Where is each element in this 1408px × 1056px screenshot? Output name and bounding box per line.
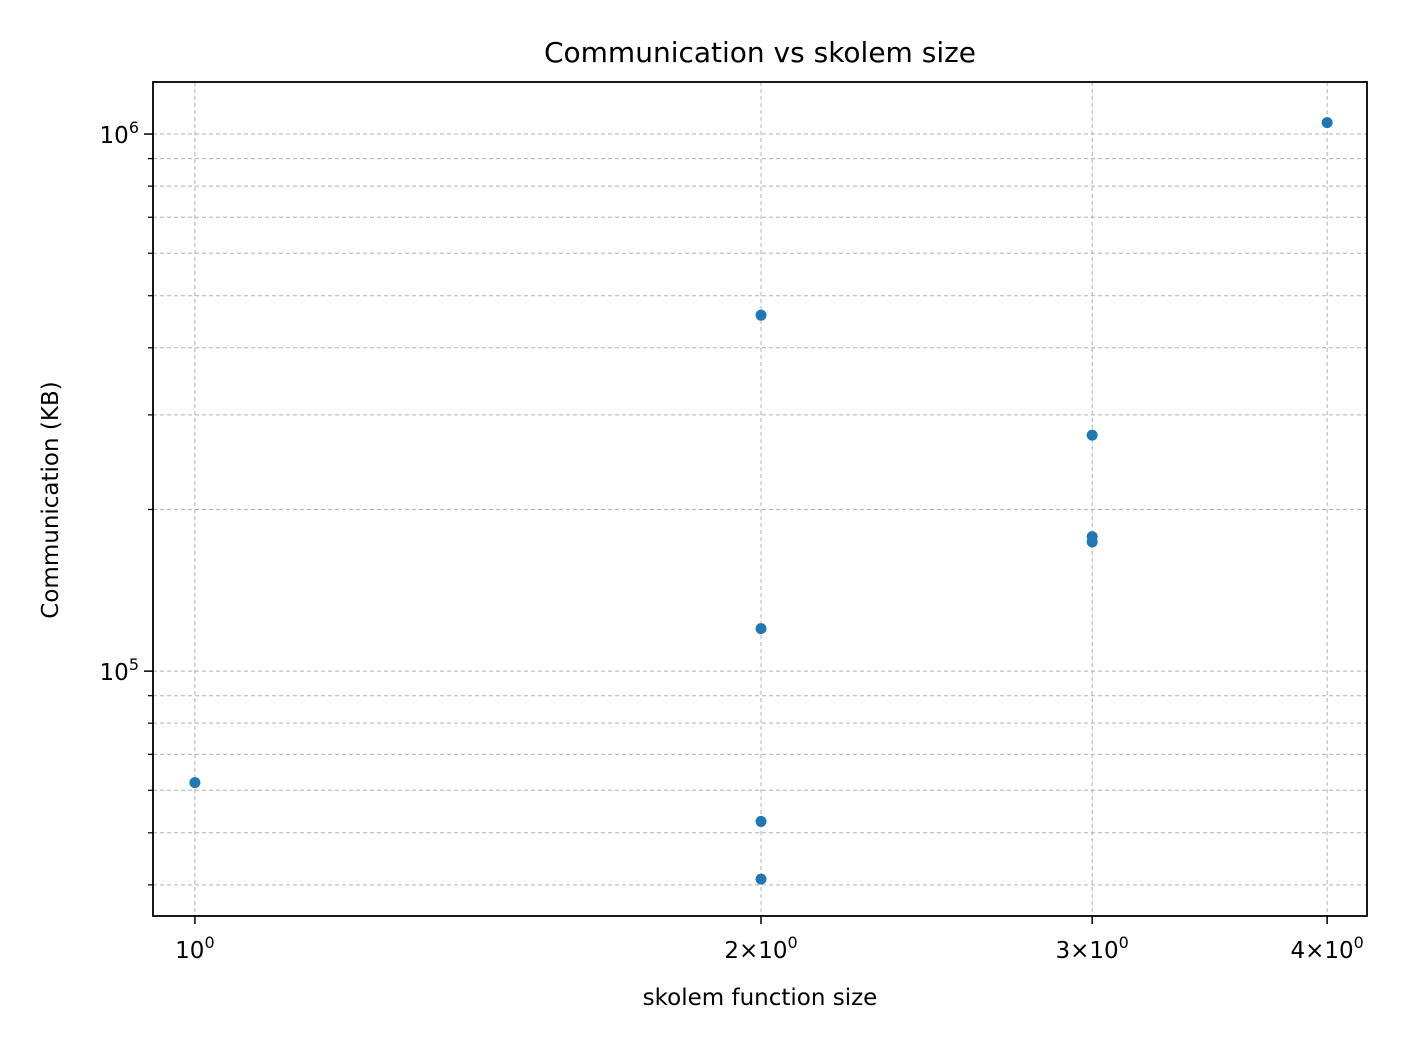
y-tick-label: 106 — [100, 118, 139, 149]
data-point — [755, 623, 767, 635]
y-axis-label: Communication (KB) — [38, 381, 64, 618]
data-point — [755, 309, 767, 321]
data-point — [1086, 536, 1098, 548]
chart-title: Communication vs skolem size — [544, 36, 976, 69]
axis-ticks: 100 2×100 3×100 4×100 105 106 — [100, 118, 1364, 964]
x-tick-label: 100 — [175, 933, 214, 964]
data-point — [755, 815, 767, 827]
data-points — [189, 117, 1333, 885]
y-tick-label: 105 — [100, 655, 139, 686]
data-point — [1321, 117, 1333, 129]
x-tick-label: 4×100 — [1290, 933, 1363, 964]
data-point — [1086, 429, 1098, 441]
x-tick-label: 2×100 — [724, 933, 797, 964]
x-axis-label: skolem function size — [643, 985, 878, 1011]
data-point — [755, 873, 767, 885]
data-point — [189, 777, 201, 789]
x-tick-label: 3×100 — [1056, 933, 1129, 964]
plot-frame — [152, 81, 1368, 917]
grid-lines — [153, 82, 1367, 916]
